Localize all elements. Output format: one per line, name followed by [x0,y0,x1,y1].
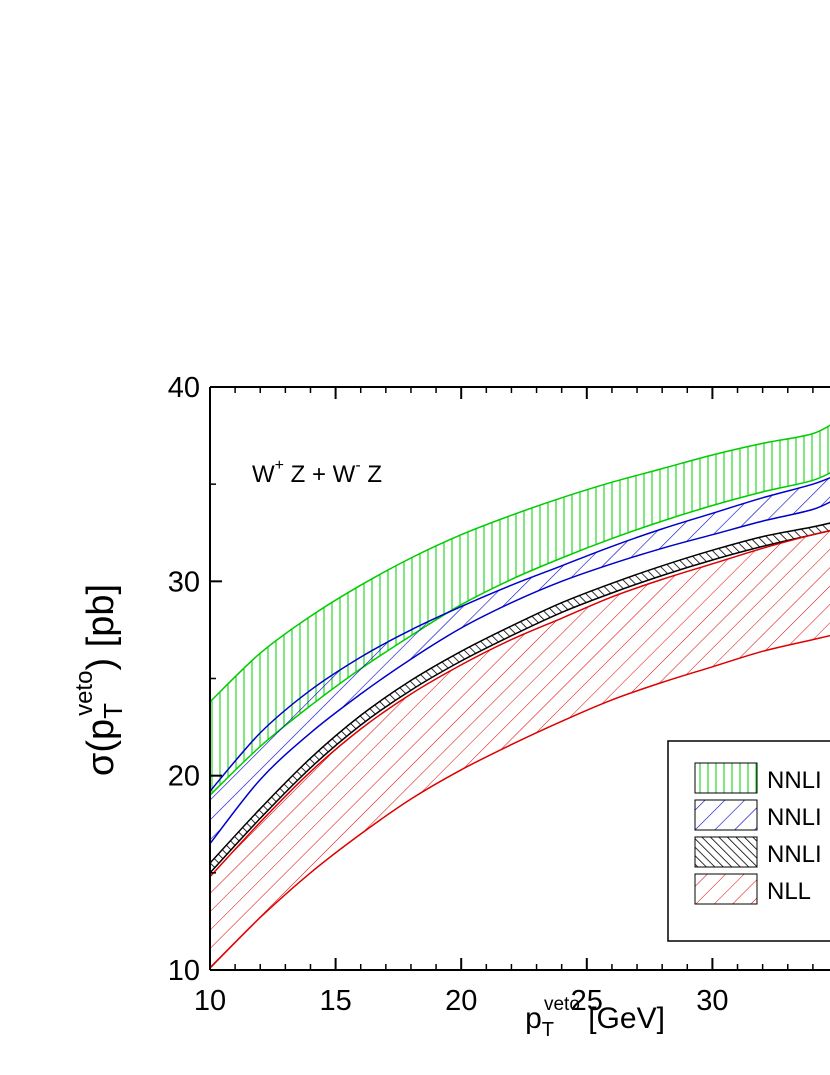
band-1-fill [210,477,830,844]
annot-mid: Z + W [284,461,356,488]
legend-label-2: NNLI [767,841,822,868]
band-2 [210,522,830,874]
xlabel-sup: veto [544,994,580,1015]
x-tick-label-0: 10 [194,985,226,1017]
band-3 [210,529,830,969]
y-tick-label-3: 40 [168,372,200,404]
band-3-fill [210,530,830,969]
annot-base: W [252,461,275,488]
ylabel-suffix: ) [pb] [80,584,122,671]
annot-sup1: + [275,457,284,474]
annot-sup2: - [355,457,360,474]
band-0-fill [210,425,830,796]
legend-swatch-0 [694,762,758,794]
process-annotation: W+ Z + W- Z [252,457,382,488]
xlabel-sub: T [542,1019,554,1041]
x-tick-label-3: 25 [571,985,603,1017]
band-1-upper-line [210,477,830,792]
y-tick-label-2: 30 [168,566,200,598]
y-axis-label: σ(pTveto) [pb] [71,584,128,776]
legend-swatch-2 [694,836,758,868]
legend-label-3: NLL [767,878,811,905]
legend-label-0: NNLI [767,767,822,794]
x-tick-label-4: 30 [696,985,728,1017]
x-tick-label-2: 20 [445,985,477,1017]
ylabel-sub: T [98,703,128,719]
band-3-upper-line [210,529,830,878]
legend-label-1: NNLI [767,804,822,831]
y-tick-label-1: 20 [168,761,200,793]
band-0-upper-line [210,424,830,703]
band-2-lower-line [210,529,830,874]
ylabel-prefix: σ(p [80,719,122,776]
y-tick-label-0: 10 [168,955,200,987]
xlabel-prefix: p [525,1002,542,1035]
band-3-lower-line [210,634,830,969]
legend-swatch-3 [694,873,758,905]
legend: NNLI NNLI NNLI NLL [667,740,830,942]
x-axis-label: pTveto [GeV] [525,994,665,1041]
annot-end: Z [361,461,382,488]
bands-layer [210,424,830,969]
ylabel-sup: veto [71,671,98,716]
band-2-upper-line [210,522,830,864]
band-1 [210,477,830,845]
ticks-layer: 1015202530310203040 [168,372,830,1017]
xlabel-suffix: [GeV] [580,1002,665,1035]
band-1-lower-line [210,501,830,845]
legend-swatch-1 [694,799,758,831]
x-tick-label-1: 15 [319,985,351,1017]
